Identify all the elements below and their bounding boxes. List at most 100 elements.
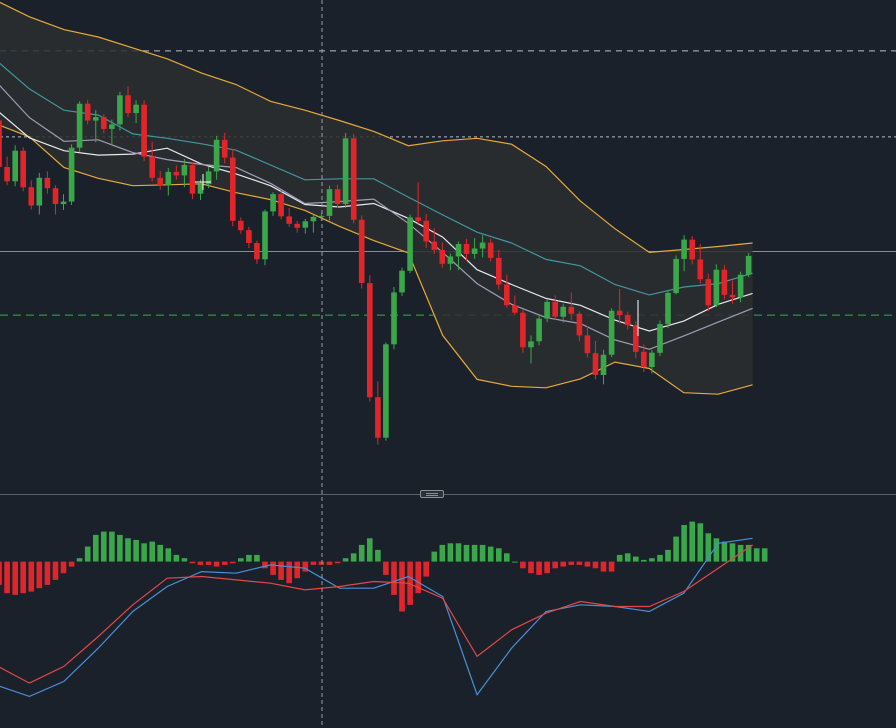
candle-body [512,305,518,313]
histogram-bar [753,548,760,562]
candlestick-series[interactable] [0,86,752,445]
histogram-bar [624,553,631,562]
histogram-bar [592,561,599,569]
histogram-bar [487,546,494,562]
candle-body [576,313,583,336]
candle-body [536,318,542,342]
histogram-bar [28,561,35,592]
candle [165,167,172,196]
candle [109,119,115,146]
candle-body [93,117,99,121]
candle-body [641,351,647,367]
candle-body [76,103,83,148]
histogram-bar [649,558,655,562]
histogram-bar [350,553,357,562]
candle [560,303,566,323]
candle-body [649,352,655,367]
histogram-bar [673,536,679,562]
candle [117,91,123,131]
candle-body [270,194,276,212]
histogram-bar [391,561,397,595]
histogram-bar [479,544,486,562]
candle [84,99,91,125]
candle [504,274,510,308]
histogram-bar [528,561,534,574]
candle [479,235,486,258]
candle-body [4,167,10,182]
histogram-bar [705,533,712,562]
candle [544,298,550,323]
histogram-bar [633,556,639,562]
candle [246,226,252,248]
crosshair [195,0,639,728]
candle-body [592,353,599,375]
candle-body [20,150,26,188]
candle-body [165,171,172,186]
histogram-bar [600,561,607,572]
candle [608,308,615,358]
histogram-bar [616,554,623,562]
candle-body [230,157,236,221]
candle-body [238,220,244,231]
candle-body [262,211,268,260]
candle-body [713,269,720,306]
histogram-bar [681,525,687,562]
candle-body [697,259,704,280]
histogram-bar [76,558,83,562]
candle [20,147,26,192]
candle [745,252,752,278]
histogram-bar [36,561,43,589]
histogram-bar [399,561,405,612]
histogram-bar [568,561,575,565]
candle [181,159,188,188]
candle-body [463,244,470,254]
pane-resize-handle-icon[interactable] [420,490,444,498]
histogram-bar [455,543,462,562]
candle [326,185,333,221]
histogram-bar [423,561,429,577]
histogram-bar [270,561,276,575]
pane-divider[interactable] [0,494,896,495]
candle [616,288,623,324]
histogram-bar [262,561,268,569]
histogram-bar [342,558,349,562]
candle [173,165,180,180]
candle-body [455,244,462,257]
candle [568,292,575,321]
candle [221,132,228,164]
candle [689,236,695,265]
candle [76,101,83,153]
candle [407,214,413,274]
histogram-bar [213,561,220,567]
bollinger-upper-line [0,1,753,254]
candle-body [657,324,663,353]
candle [439,242,446,268]
candle-body [737,274,744,298]
histogram-bar [310,561,317,565]
histogram-bar [721,541,728,562]
candle-body [407,217,413,271]
histogram-bar [439,544,446,562]
candle-body [673,258,679,293]
candle [230,149,236,227]
histogram-bar [657,554,663,562]
candle [496,249,502,290]
candle-body [197,184,204,194]
candle [729,280,736,304]
candle [213,135,220,180]
candle-body [358,219,365,283]
macd-histogram [0,521,768,612]
candle [350,133,357,224]
candle-body [350,138,357,220]
histogram-bar [302,561,309,572]
histogram-bar [552,561,558,569]
histogram-bar [576,561,583,565]
histogram-bar [431,551,438,562]
candle-body [665,292,671,324]
histogram-bar [544,561,550,574]
histogram-bar [689,521,695,562]
histogram-bar [52,561,59,580]
histogram-bar [520,561,526,569]
histogram-bar [560,561,566,567]
